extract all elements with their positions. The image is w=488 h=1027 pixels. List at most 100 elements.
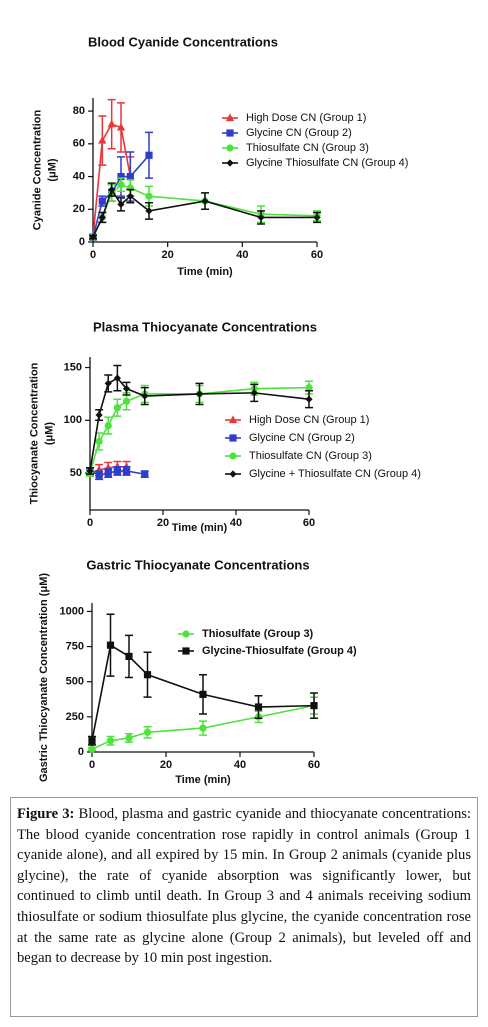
x-tick-label: 60 — [308, 759, 320, 771]
caption-label: Figure 3: — [17, 806, 75, 822]
marker — [141, 470, 149, 478]
chart-title: Gastric Thiocyanate Concentrations — [86, 557, 309, 572]
legend-label: High Dose CN (Group 1) — [246, 112, 366, 124]
marker — [250, 389, 258, 397]
figure: Blood Cyanide Concentrations 0 20 40 60 80 0 20… — [28, 34, 421, 786]
x-axis-label: Time (min) — [172, 522, 228, 534]
marker — [229, 470, 237, 478]
marker — [122, 467, 131, 475]
marker — [113, 374, 121, 382]
marker — [229, 452, 237, 460]
marker — [108, 186, 116, 194]
legend-label: Glycine CN (Group 2) — [249, 432, 355, 444]
y-axis-label: Cyanide Concentration — [31, 110, 43, 231]
legend-label: Glycine-Thiosulfate (Group 4) — [202, 645, 357, 657]
marker — [113, 467, 121, 475]
x-tick-label: 40 — [236, 249, 248, 261]
marker — [254, 703, 263, 711]
y-tick-label: 50 — [70, 467, 82, 479]
marker — [86, 467, 94, 475]
marker — [182, 647, 190, 655]
marker — [117, 200, 125, 208]
marker — [226, 159, 234, 167]
marker — [104, 421, 112, 430]
y-tick-label: 60 — [73, 138, 85, 150]
marker — [225, 113, 235, 122]
x-tick-label: 0 — [89, 759, 95, 771]
marker — [88, 745, 96, 753]
marker — [141, 392, 149, 400]
y-tick-label: 0 — [79, 236, 85, 248]
marker — [98, 197, 106, 205]
legend-label: Thiosulfate CN (Group 3) — [249, 450, 372, 462]
marker — [199, 690, 207, 698]
chart-title: Blood Cyanide Concentrations — [88, 34, 278, 49]
marker — [106, 641, 115, 649]
y-tick-label: 0 — [78, 746, 84, 758]
marker — [117, 172, 125, 181]
legend-label: High Dose CN (Group 1) — [249, 414, 369, 426]
marker — [257, 213, 265, 222]
marker — [98, 135, 107, 144]
marker — [122, 397, 131, 405]
marker — [113, 404, 121, 412]
y-tick-label: 500 — [66, 676, 84, 688]
y-tick-label: 1000 — [60, 605, 84, 617]
marker — [106, 737, 115, 745]
marker — [117, 181, 125, 189]
marker — [310, 702, 318, 710]
marker — [226, 144, 234, 152]
legend-label: Glycine CN (Group 2) — [246, 127, 352, 139]
marker — [107, 119, 116, 128]
x-tick-label: 60 — [311, 249, 323, 261]
legend-label: Thiosulfate CN (Group 3) — [246, 142, 369, 154]
marker — [305, 384, 313, 392]
marker — [199, 724, 207, 732]
marker — [145, 151, 153, 159]
y-axis-label: (μM) — [46, 158, 58, 182]
marker — [145, 207, 153, 215]
marker — [229, 434, 237, 442]
x-tick-label: 20 — [160, 759, 172, 771]
x-tick-label: 40 — [230, 517, 242, 529]
marker — [95, 471, 103, 479]
marker — [305, 395, 313, 403]
y-tick-label: 20 — [73, 203, 85, 215]
marker — [104, 469, 112, 477]
marker — [104, 379, 112, 387]
x-tick-label: 20 — [162, 249, 174, 261]
x-axis-label: Time (min) — [175, 774, 231, 786]
y-axis-label: Gastric Thiocyanate Concentration (μM) — [38, 573, 50, 782]
marker — [313, 213, 321, 222]
legend-label: Glycine Thiosulfate CN (Group 4) — [246, 157, 408, 169]
marker — [182, 630, 190, 638]
caption-text: Blood, plasma and gastric cyanide and th… — [17, 806, 471, 967]
x-tick-label: 40 — [234, 759, 246, 771]
marker — [201, 197, 209, 205]
marker — [125, 652, 133, 661]
x-tick-label: 0 — [87, 517, 93, 529]
marker — [228, 415, 238, 424]
caption: Figure 3: Blood, plasma and gastric cyan… — [10, 797, 478, 1017]
y-tick-label: 100 — [64, 414, 82, 426]
chart-title: Plasma Thiocyanate Concentrations — [93, 319, 317, 334]
x-tick-label: 60 — [303, 517, 315, 529]
y-tick-label: 40 — [73, 170, 85, 182]
marker — [95, 411, 103, 419]
marker — [145, 192, 153, 200]
marker — [95, 437, 103, 446]
y-tick-label: 150 — [64, 361, 82, 373]
y-tick-label: 750 — [66, 640, 84, 652]
marker — [98, 213, 106, 222]
y-tick-label: 250 — [66, 711, 84, 723]
y-tick-label: 80 — [73, 105, 85, 117]
marker — [226, 129, 234, 137]
marker — [195, 390, 204, 398]
x-tick-label: 20 — [157, 517, 169, 529]
x-axis-label: Time (min) — [177, 266, 233, 278]
x-tick-label: 0 — [90, 249, 96, 261]
marker — [122, 385, 131, 393]
marker — [125, 734, 133, 742]
marker — [88, 737, 96, 745]
